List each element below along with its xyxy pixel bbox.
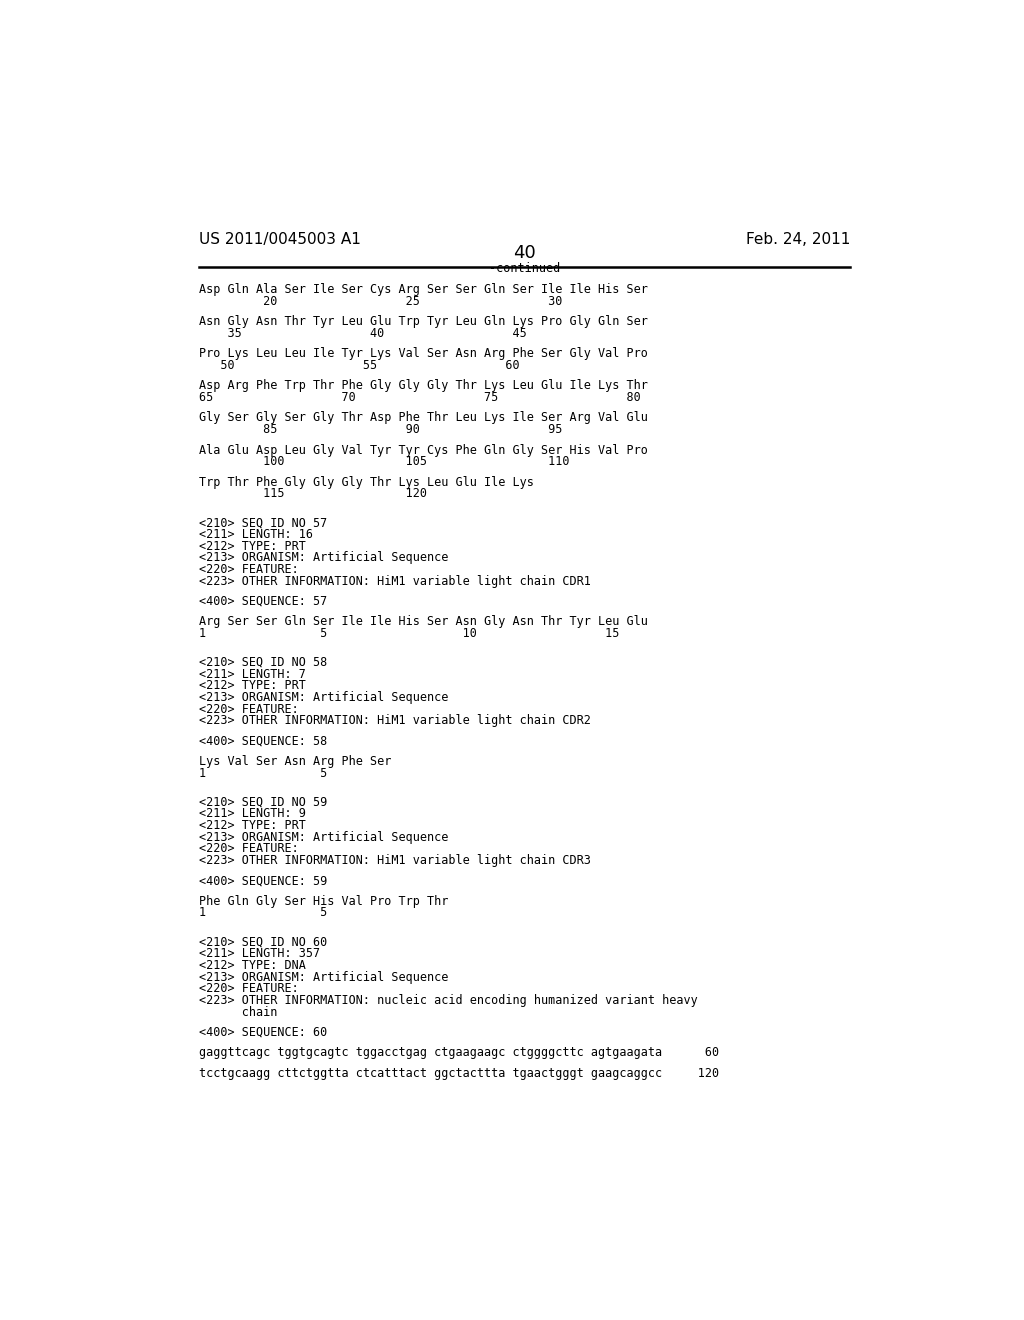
Text: 100                 105                 110: 100 105 110 <box>200 455 570 469</box>
Text: 50                  55                  60: 50 55 60 <box>200 359 520 372</box>
Text: 115                 120: 115 120 <box>200 487 427 500</box>
Text: <400> SEQUENCE: 57: <400> SEQUENCE: 57 <box>200 595 328 609</box>
Text: <212> TYPE: PRT: <212> TYPE: PRT <box>200 680 306 692</box>
Text: <223> OTHER INFORMATION: HiM1 variable light chain CDR2: <223> OTHER INFORMATION: HiM1 variable l… <box>200 714 591 727</box>
Text: <212> TYPE: DNA: <212> TYPE: DNA <box>200 958 306 972</box>
Text: 85                  90                  95: 85 90 95 <box>200 424 563 436</box>
Text: Phe Gln Gly Ser His Val Pro Trp Thr: Phe Gln Gly Ser His Val Pro Trp Thr <box>200 895 449 908</box>
Text: <220> FEATURE:: <220> FEATURE: <box>200 702 299 715</box>
Text: <223> OTHER INFORMATION: HiM1 variable light chain CDR1: <223> OTHER INFORMATION: HiM1 variable l… <box>200 574 591 587</box>
Text: Lys Val Ser Asn Arg Phe Ser: Lys Val Ser Asn Arg Phe Ser <box>200 755 392 768</box>
Text: 40: 40 <box>513 244 537 263</box>
Text: 1                5: 1 5 <box>200 907 328 920</box>
Text: <210> SEQ ID NO 57: <210> SEQ ID NO 57 <box>200 516 328 529</box>
Text: <213> ORGANISM: Artificial Sequence: <213> ORGANISM: Artificial Sequence <box>200 970 449 983</box>
Text: Pro Lys Leu Leu Ile Tyr Lys Val Ser Asn Arg Phe Ser Gly Val Pro: Pro Lys Leu Leu Ile Tyr Lys Val Ser Asn … <box>200 347 648 360</box>
Text: <210> SEQ ID NO 58: <210> SEQ ID NO 58 <box>200 656 328 669</box>
Text: <223> OTHER INFORMATION: nucleic acid encoding humanized variant heavy: <223> OTHER INFORMATION: nucleic acid en… <box>200 994 698 1007</box>
Text: Arg Ser Ser Gln Ser Ile Ile His Ser Asn Gly Asn Thr Tyr Leu Glu: Arg Ser Ser Gln Ser Ile Ile His Ser Asn … <box>200 615 648 628</box>
Text: chain: chain <box>200 1006 278 1019</box>
Text: 1                5: 1 5 <box>200 767 328 780</box>
Text: <220> FEATURE:: <220> FEATURE: <box>200 982 299 995</box>
Text: <210> SEQ ID NO 60: <210> SEQ ID NO 60 <box>200 936 328 949</box>
Text: 65                  70                  75                  80: 65 70 75 80 <box>200 391 641 404</box>
Text: Asp Arg Phe Trp Thr Phe Gly Gly Gly Thr Lys Leu Glu Ile Lys Thr: Asp Arg Phe Trp Thr Phe Gly Gly Gly Thr … <box>200 379 648 392</box>
Text: <212> TYPE: PRT: <212> TYPE: PRT <box>200 540 306 553</box>
Text: <211> LENGTH: 357: <211> LENGTH: 357 <box>200 948 321 960</box>
Text: <400> SEQUENCE: 58: <400> SEQUENCE: 58 <box>200 735 328 747</box>
Text: Asn Gly Asn Thr Tyr Leu Glu Trp Tyr Leu Gln Lys Pro Gly Gln Ser: Asn Gly Asn Thr Tyr Leu Glu Trp Tyr Leu … <box>200 315 648 329</box>
Text: <220> FEATURE:: <220> FEATURE: <box>200 562 299 576</box>
Text: Gly Ser Gly Ser Gly Thr Asp Phe Thr Leu Lys Ile Ser Arg Val Glu: Gly Ser Gly Ser Gly Thr Asp Phe Thr Leu … <box>200 412 648 425</box>
Text: <223> OTHER INFORMATION: HiM1 variable light chain CDR3: <223> OTHER INFORMATION: HiM1 variable l… <box>200 854 591 867</box>
Text: US 2011/0045003 A1: US 2011/0045003 A1 <box>200 232 361 247</box>
Text: <400> SEQUENCE: 60: <400> SEQUENCE: 60 <box>200 1026 328 1039</box>
Text: -continued: -continued <box>489 261 560 275</box>
Text: <211> LENGTH: 9: <211> LENGTH: 9 <box>200 808 306 820</box>
Text: <210> SEQ ID NO 59: <210> SEQ ID NO 59 <box>200 796 328 809</box>
Text: <211> LENGTH: 16: <211> LENGTH: 16 <box>200 528 313 541</box>
Text: gaggttcagc tggtgcagtc tggacctgag ctgaagaagc ctggggcttc agtgaagata      60: gaggttcagc tggtgcagtc tggacctgag ctgaaga… <box>200 1047 720 1059</box>
Text: Feb. 24, 2011: Feb. 24, 2011 <box>745 232 850 247</box>
Text: <213> ORGANISM: Artificial Sequence: <213> ORGANISM: Artificial Sequence <box>200 830 449 843</box>
Text: <211> LENGTH: 7: <211> LENGTH: 7 <box>200 668 306 681</box>
Text: Asp Gln Ala Ser Ile Ser Cys Arg Ser Ser Gln Ser Ile Ile His Ser: Asp Gln Ala Ser Ile Ser Cys Arg Ser Ser … <box>200 284 648 297</box>
Text: tcctgcaagg cttctggtta ctcatttact ggctacttta tgaactgggt gaagcaggcc     120: tcctgcaagg cttctggtta ctcatttact ggctact… <box>200 1067 720 1080</box>
Text: <212> TYPE: PRT: <212> TYPE: PRT <box>200 818 306 832</box>
Text: Trp Thr Phe Gly Gly Gly Thr Lys Leu Glu Ile Lys: Trp Thr Phe Gly Gly Gly Thr Lys Leu Glu … <box>200 475 535 488</box>
Text: 35                  40                  45: 35 40 45 <box>200 327 527 341</box>
Text: <213> ORGANISM: Artificial Sequence: <213> ORGANISM: Artificial Sequence <box>200 552 449 564</box>
Text: 1                5                   10                  15: 1 5 10 15 <box>200 627 620 640</box>
Text: Ala Glu Asp Leu Gly Val Tyr Tyr Cys Phe Gln Gly Ser His Val Pro: Ala Glu Asp Leu Gly Val Tyr Tyr Cys Phe … <box>200 444 648 457</box>
Text: 20                  25                  30: 20 25 30 <box>200 296 563 308</box>
Text: <400> SEQUENCE: 59: <400> SEQUENCE: 59 <box>200 874 328 887</box>
Text: <213> ORGANISM: Artificial Sequence: <213> ORGANISM: Artificial Sequence <box>200 690 449 704</box>
Text: <220> FEATURE:: <220> FEATURE: <box>200 842 299 855</box>
